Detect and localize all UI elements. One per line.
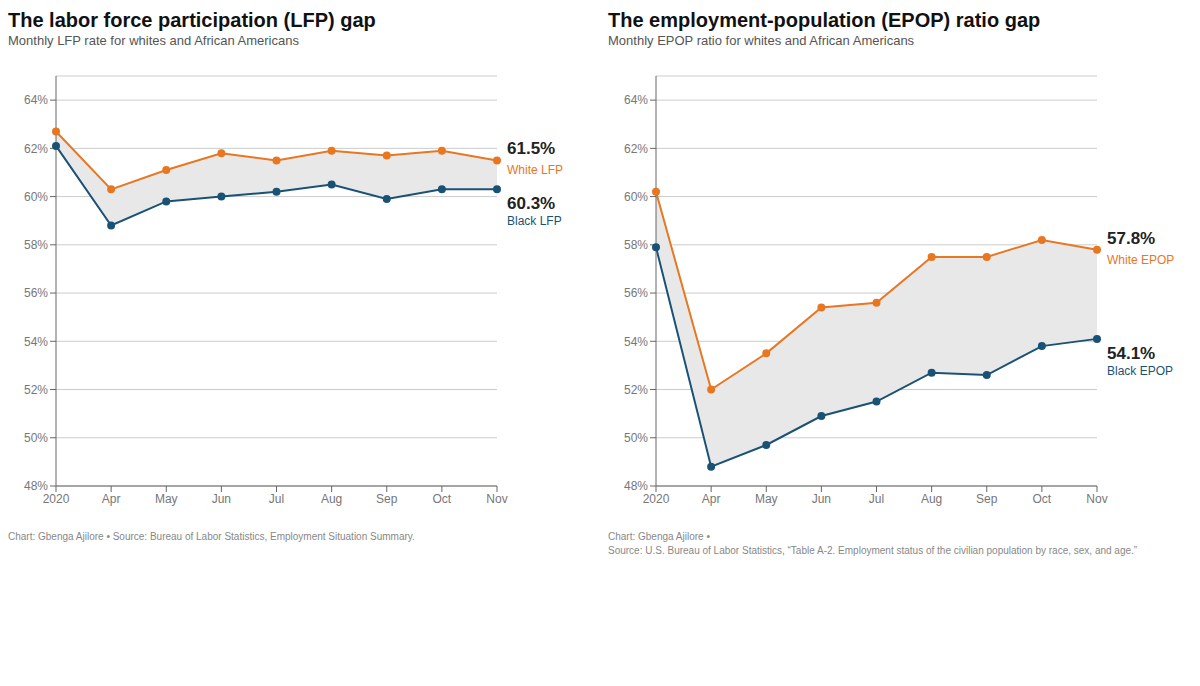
- svg-text:54%: 54%: [24, 335, 48, 349]
- html-text:The employment-population (EPO: The employment-population (EPOP) ratio g…: [608, 9, 1041, 31]
- svg-text:Jul: Jul: [269, 492, 284, 506]
- html-text:Monthly EPOP ratio for whites: Monthly EPOP ratio for whites and Africa…: [608, 33, 915, 48]
- svg-text:Aug: Aug: [321, 492, 342, 506]
- svg-text:60%: 60%: [624, 190, 648, 204]
- svg-text:48%: 48%: [624, 479, 648, 493]
- svg-text:Jun: Jun: [212, 492, 231, 506]
- svg-text:64%: 64%: [24, 93, 48, 107]
- svg-text:White LFP: White LFP: [507, 163, 563, 177]
- svg-text:Nov: Nov: [1086, 492, 1107, 506]
- svg-text:Apr: Apr: [702, 492, 721, 506]
- html-text:Chart: Gbenga Ajilore • Source: Chart: Gbenga Ajilore • Source: Bureau o…: [8, 531, 415, 542]
- svg-text:Sep: Sep: [976, 492, 998, 506]
- svg-text:50%: 50%: [624, 431, 648, 445]
- svg-text:48%: 48%: [24, 479, 48, 493]
- svg-text:61.5%: 61.5%: [507, 139, 555, 158]
- svg-text:Apr: Apr: [102, 492, 121, 506]
- svg-text:May: May: [755, 492, 778, 506]
- svg-text:52%: 52%: [624, 383, 648, 397]
- svg-text:Nov: Nov: [486, 492, 507, 506]
- svg-text:Black EPOP: Black EPOP: [1107, 364, 1173, 378]
- svg-text:Jul: Jul: [869, 492, 884, 506]
- svg-text:56%: 56%: [624, 286, 648, 300]
- svg-text:62%: 62%: [624, 142, 648, 156]
- svg-text:62%: 62%: [24, 142, 48, 156]
- svg-text:60.3%: 60.3%: [507, 194, 555, 213]
- svg-text:Jun: Jun: [812, 492, 831, 506]
- svg-text:56%: 56%: [24, 286, 48, 300]
- html-text:Chart: Gbenga Ajilore •: Chart: Gbenga Ajilore •: [608, 531, 710, 542]
- svg-text:White EPOP: White EPOP: [1107, 253, 1174, 267]
- svg-text:2020: 2020: [43, 492, 70, 506]
- svg-text:60%: 60%: [24, 190, 48, 204]
- svg-text:52%: 52%: [24, 383, 48, 397]
- svg-text:Oct: Oct: [1033, 492, 1052, 506]
- svg-text:54.1%: 54.1%: [1107, 344, 1155, 363]
- svg-text:Sep: Sep: [376, 492, 398, 506]
- html-text:Source: U.S. Bureau of Labor S: Source: U.S. Bureau of Labor Statistics,…: [608, 545, 1138, 556]
- svg-text:54%: 54%: [624, 335, 648, 349]
- html-text:The labor force participation: The labor force participation (LFP) gap: [8, 9, 376, 31]
- svg-text:Black LFP: Black LFP: [507, 214, 562, 228]
- svg-text:50%: 50%: [24, 431, 48, 445]
- svg-text:64%: 64%: [624, 93, 648, 107]
- svg-text:58%: 58%: [624, 238, 648, 252]
- svg-text:2020: 2020: [643, 492, 670, 506]
- svg-text:Aug: Aug: [921, 492, 942, 506]
- svg-text:58%: 58%: [24, 238, 48, 252]
- svg-text:May: May: [155, 492, 178, 506]
- svg-text:57.8%: 57.8%: [1107, 229, 1155, 248]
- html-text:Monthly LFP rate for whites an: Monthly LFP rate for whites and African …: [8, 33, 299, 48]
- svg-text:Oct: Oct: [433, 492, 452, 506]
